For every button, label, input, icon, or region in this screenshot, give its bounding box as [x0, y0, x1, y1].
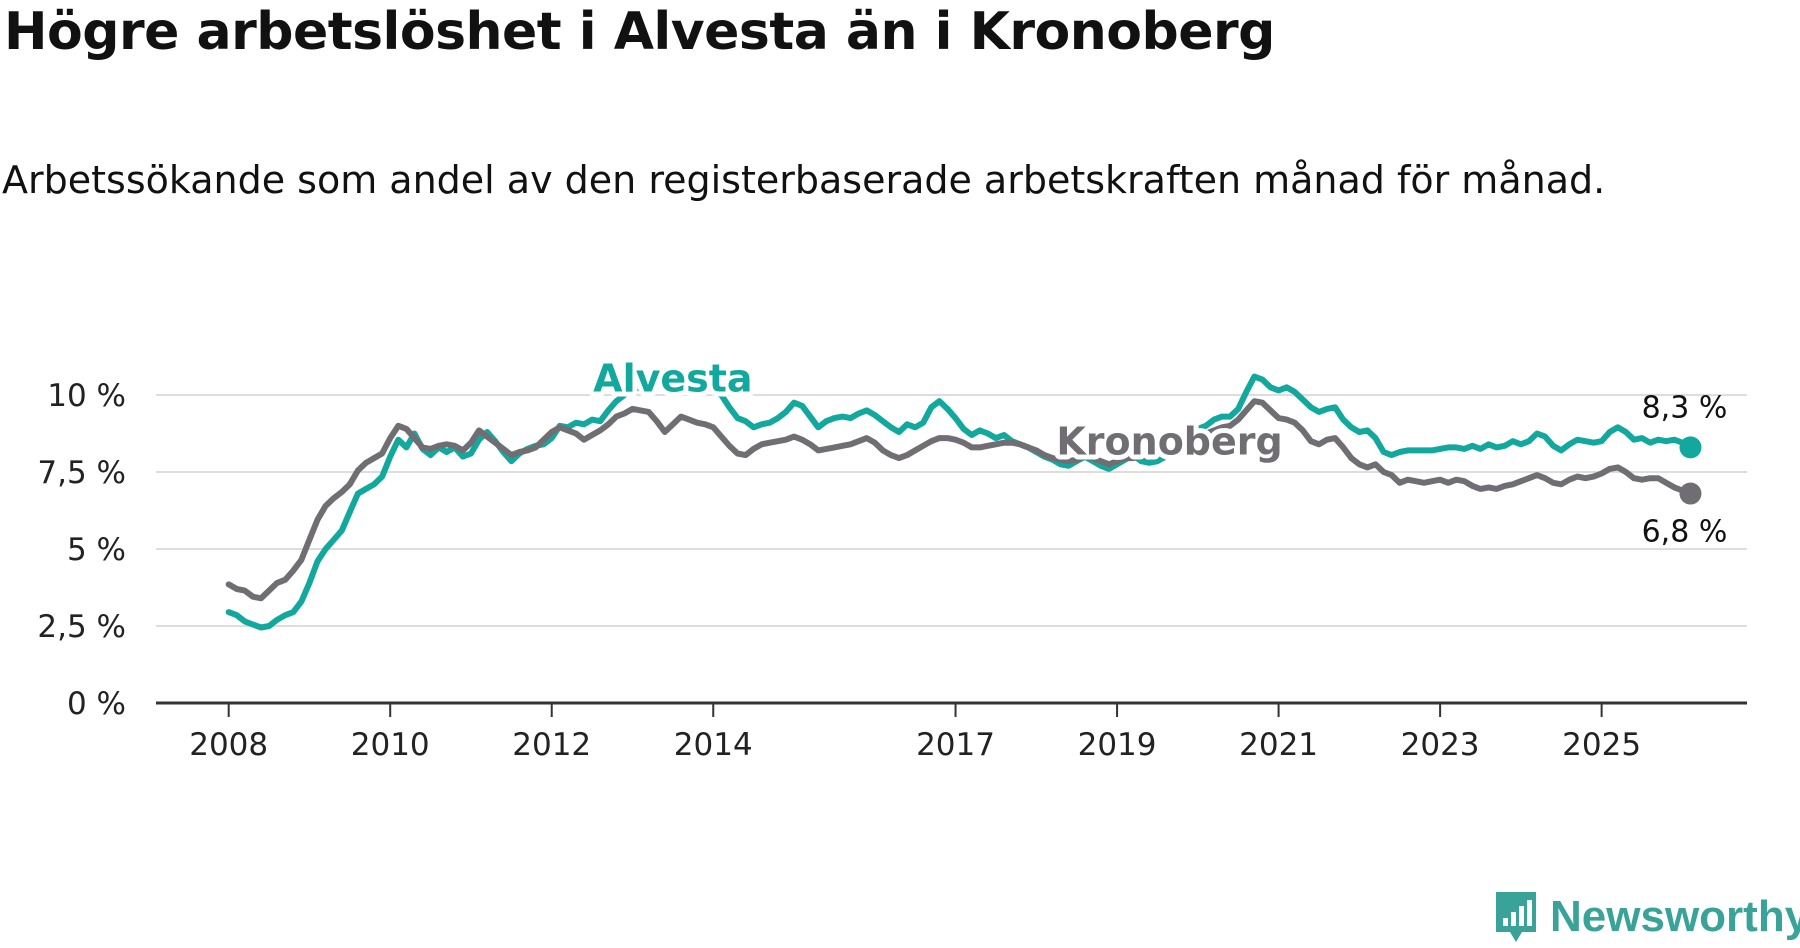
- y-tick-label: 2,5 %: [37, 609, 126, 645]
- newsworthy-logo[interactable]: Newsworthy: [1492, 888, 1800, 946]
- x-tick-label: 2017: [916, 727, 995, 763]
- x-tick-label: 2010: [351, 727, 430, 763]
- end-point-kronoberg: [1679, 482, 1702, 505]
- chart-title: Högre arbetslöshet i Alvesta än i Kronob…: [4, 2, 1275, 62]
- x-tick-label: 2012: [512, 727, 591, 763]
- y-tick-label: 10 %: [47, 378, 126, 414]
- series-label-kronoberg: Kronoberg: [1056, 420, 1282, 464]
- series-label-alvesta: Alvesta: [593, 357, 752, 401]
- end-value-label: 6,8 %: [1642, 515, 1728, 550]
- brand-name: Newsworthy: [1550, 892, 1800, 941]
- grid-layer: [156, 394, 1747, 627]
- x-tick-label: 2023: [1401, 727, 1480, 763]
- end-value-label: 8,3 %: [1642, 390, 1728, 425]
- x-tick-label: 2019: [1078, 727, 1157, 763]
- end-point-alvesta: [1679, 436, 1702, 459]
- label-layer: 8,3 % 6,8 % Alvesta Kronoberg: [588, 352, 1728, 550]
- x-tick-label: 2021: [1239, 727, 1318, 763]
- y-tick-label: 5 %: [67, 532, 126, 568]
- y-tick-label: 0 %: [67, 686, 126, 722]
- series-layer: [225, 373, 1702, 631]
- x-tick-label: 2025: [1562, 727, 1641, 763]
- y-tick-label: 7,5 %: [37, 455, 126, 491]
- axis-layer: 0 % 2,5 % 5 % 7,5 % 10 % 2008 2010 2012 2014 2017…: [37, 378, 1747, 763]
- chart-subtitle: Arbetssökande som andel av den registerb…: [2, 158, 1606, 202]
- series-line-kronoberg: [225, 398, 1694, 602]
- series-line-alvesta: [225, 373, 1694, 631]
- newsworthy-logo-icon: [1496, 892, 1536, 942]
- x-tick-label: 2008: [189, 727, 268, 763]
- x-tick-label: 2014: [674, 727, 753, 763]
